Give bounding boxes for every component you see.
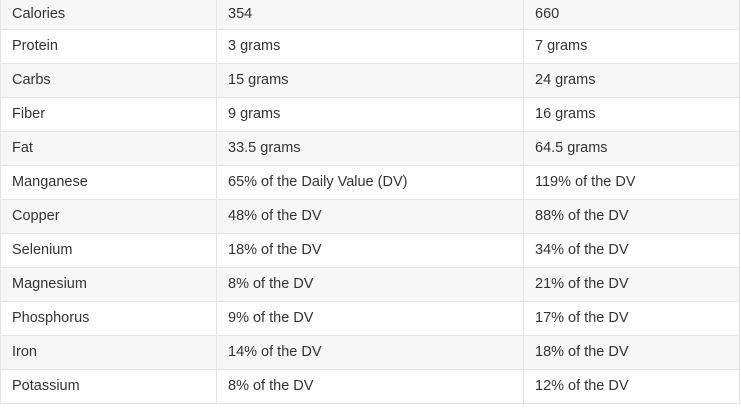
table-row: Potassium 8% of the DV 12% of the DV bbox=[0, 369, 740, 404]
nutrient-value: 12% of the DV bbox=[523, 369, 740, 404]
table-row: Phosphorus 9% of the DV 17% of the DV bbox=[0, 301, 740, 336]
nutrient-value: 9% of the DV bbox=[216, 301, 524, 336]
nutrient-value: 18% of the DV bbox=[216, 233, 524, 268]
nutrient-value: 48% of the DV bbox=[216, 199, 524, 234]
nutrient-value: 88% of the DV bbox=[523, 199, 740, 234]
nutrient-name: Carbs bbox=[0, 63, 217, 98]
nutrient-name: Iron bbox=[0, 335, 217, 370]
nutrient-value: 65% of the Daily Value (DV) bbox=[216, 165, 524, 200]
nutrient-value: 3 grams bbox=[216, 29, 524, 64]
nutrient-name: Phosphorus bbox=[0, 301, 217, 336]
nutrient-value: 15 grams bbox=[216, 63, 524, 98]
nutrient-value: 9 grams bbox=[216, 97, 524, 132]
nutrient-name: Selenium bbox=[0, 233, 217, 268]
nutrient-value: 354 bbox=[216, 0, 524, 30]
nutrient-value: 660 bbox=[523, 0, 740, 30]
nutrient-name: Manganese bbox=[0, 165, 217, 200]
table-row: Manganese 65% of the Daily Value (DV) 11… bbox=[0, 165, 740, 200]
nutrient-value: 18% of the DV bbox=[523, 335, 740, 370]
nutrient-value: 17% of the DV bbox=[523, 301, 740, 336]
nutrient-value: 34% of the DV bbox=[523, 233, 740, 268]
nutrient-value: 21% of the DV bbox=[523, 267, 740, 302]
table-row: Copper 48% of the DV 88% of the DV bbox=[0, 199, 740, 234]
nutrient-value: 24 grams bbox=[523, 63, 740, 98]
table-row: Magnesium 8% of the DV 21% of the DV bbox=[0, 267, 740, 302]
table-row: Carbs 15 grams 24 grams bbox=[0, 63, 740, 98]
table-row: Selenium 18% of the DV 34% of the DV bbox=[0, 233, 740, 268]
nutrient-name: Fiber bbox=[0, 97, 217, 132]
nutrient-name: Magnesium bbox=[0, 267, 217, 302]
nutrient-value: 14% of the DV bbox=[216, 335, 524, 370]
nutrient-name: Calories bbox=[0, 0, 217, 30]
nutrient-value: 8% of the DV bbox=[216, 369, 524, 404]
nutrient-name: Copper bbox=[0, 199, 217, 234]
table-row: Fat 33.5 grams 64.5 grams bbox=[0, 131, 740, 166]
nutrient-value: 33.5 grams bbox=[216, 131, 524, 166]
nutrient-name: Potassium bbox=[0, 369, 217, 404]
nutrient-value: 16 grams bbox=[523, 97, 740, 132]
nutrient-name: Protein bbox=[0, 29, 217, 64]
table-row: Iron 14% of the DV 18% of the DV bbox=[0, 335, 740, 370]
nutrient-value: 8% of the DV bbox=[216, 267, 524, 302]
nutrient-value: 119% of the DV bbox=[523, 165, 740, 200]
table-row: Fiber 9 grams 16 grams bbox=[0, 97, 740, 132]
nutrient-value: 64.5 grams bbox=[523, 131, 740, 166]
table-row: Calories 354 660 bbox=[0, 0, 740, 30]
table-row: Protein 3 grams 7 grams bbox=[0, 29, 740, 64]
nutrient-value: 7 grams bbox=[523, 29, 740, 64]
nutrient-name: Fat bbox=[0, 131, 217, 166]
